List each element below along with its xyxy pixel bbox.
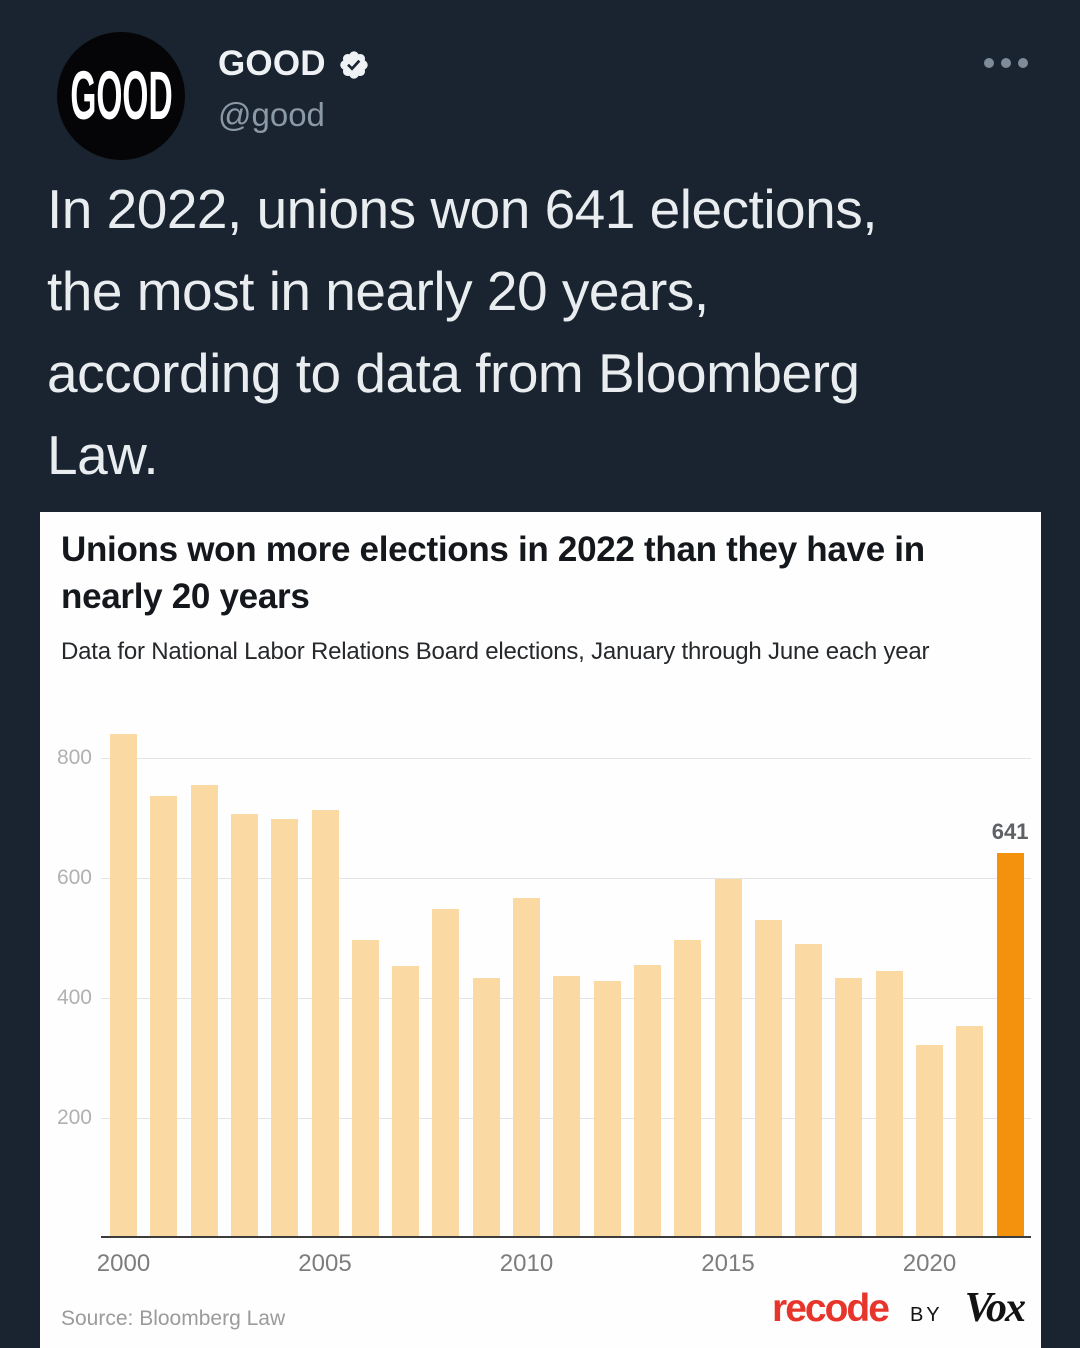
bar-chart: 800 600 400 200 641 2000 2005 2010 2015 2020 [40, 512, 1041, 1348]
x-axis-tick: 2000 [96, 1250, 151, 1277]
bar-2019 [875, 971, 903, 1238]
bar-2013 [633, 965, 661, 1238]
dot-icon [1001, 58, 1011, 68]
bar-2018 [835, 977, 863, 1238]
bar-2020 [916, 1045, 943, 1238]
chart-title-line: nearly 20 years [61, 577, 310, 616]
highlight-value-label: 641 [991, 819, 1029, 845]
display-name[interactable]: GOOD [218, 44, 326, 83]
y-axis-tick: 800 [56, 746, 92, 769]
chart-subtitle: Data for National Labor Relations Board … [61, 638, 930, 665]
bar-2001 [150, 795, 178, 1238]
bar-2008 [432, 908, 460, 1238]
gridline [101, 758, 1031, 759]
vox-logo: Vox [964, 1285, 1026, 1331]
bar-2005 [311, 809, 339, 1238]
chart-card[interactable]: Unions won more elections in 2022 than t… [40, 512, 1041, 1348]
by-label: BY [909, 1304, 943, 1326]
chart-source: Source: Bloomberg Law [61, 1307, 286, 1330]
bar-2011 [553, 975, 581, 1238]
bar-2002 [190, 785, 218, 1238]
bar-2003 [230, 814, 258, 1238]
x-axis-tick: 2015 [701, 1250, 755, 1277]
y-axis-tick: 600 [56, 866, 92, 889]
tweet-line: In 2022, unions won 641 elections, [47, 178, 878, 240]
bar-2016 [754, 920, 782, 1238]
account-handle[interactable]: @good [218, 96, 325, 133]
avatar[interactable]: GOOD [57, 32, 185, 160]
x-axis-line [101, 1236, 1031, 1238]
avatar-logo-text: GOOD [69, 57, 173, 135]
bar-2012 [593, 981, 621, 1238]
publisher-logos: recode BY Vox [772, 1284, 1026, 1332]
more-options-button[interactable] [984, 58, 1028, 68]
x-axis-tick: 2020 [902, 1250, 957, 1277]
bar-2021 [956, 1026, 984, 1238]
y-axis-tick: 200 [56, 1106, 92, 1129]
bar-2014 [674, 939, 702, 1238]
account-name-row: GOOD [218, 44, 370, 84]
bar-2022 [996, 853, 1024, 1238]
chart-title: Unions won more elections in 2022 than t… [61, 526, 1021, 620]
recode-logo: recode [772, 1287, 890, 1330]
dot-icon [1018, 58, 1028, 68]
bar-2010 [513, 898, 540, 1238]
bar-2000 [110, 734, 137, 1238]
bar-2006 [351, 939, 379, 1238]
tweet-line: Law. [47, 424, 159, 486]
tweet-line: according to data from Bloomberg [47, 342, 860, 404]
bar-2017 [795, 944, 823, 1238]
y-axis-tick: 400 [56, 986, 92, 1009]
tweet-line: the most in nearly 20 years, [47, 260, 709, 322]
bar-2007 [392, 965, 420, 1238]
x-axis-tick: 2010 [499, 1250, 554, 1277]
tweet-text: In 2022, unions won 641 elections, the m… [47, 168, 1047, 496]
x-axis-tick: 2005 [298, 1250, 352, 1277]
chart-title-line: Unions won more elections in 2022 than t… [61, 530, 925, 569]
gridline [101, 878, 1031, 879]
dot-icon [984, 58, 994, 68]
verified-badge-icon [340, 51, 368, 79]
bar-2004 [271, 818, 299, 1238]
bar-2015 [714, 878, 742, 1238]
bar-2009 [472, 977, 500, 1238]
